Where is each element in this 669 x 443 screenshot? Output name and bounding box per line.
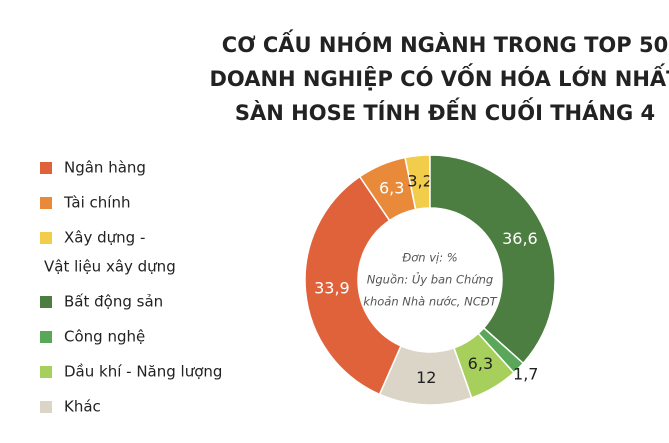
data-label: 12: [416, 368, 436, 387]
legend-label: Dầu khí - Năng lượng: [64, 363, 222, 381]
legend-label: Tài chính: [63, 194, 130, 212]
legend-swatch: [40, 296, 52, 308]
data-label: 36,6: [502, 229, 538, 248]
data-label: 3,2: [407, 171, 432, 190]
legend-label: Bất động sản: [64, 293, 163, 311]
center-note: khoản Nhà nước, NCĐT: [363, 295, 497, 309]
legend-label: Ngân hàng: [64, 159, 146, 177]
legend-swatch: [40, 331, 52, 343]
data-label: 6,3: [379, 179, 404, 198]
donut-slice: [429, 154, 556, 365]
legend-swatch: [40, 162, 52, 174]
legend-label: Khác: [64, 398, 101, 416]
center-note: Nguồn: Ủy ban Chứng: [367, 271, 493, 287]
center-note: Đơn vị: %: [402, 251, 457, 265]
data-label: 1,7: [513, 365, 538, 384]
donut-slice: [378, 344, 473, 406]
legend-label: Xây dựng -: [64, 229, 145, 247]
legend-swatch: [40, 366, 52, 378]
chart-title: SÀN HOSE TÍNH ĐẾN CUỐI THÁNG 4: [235, 97, 655, 125]
legend-swatch: [40, 232, 52, 244]
chart-title: DOANH NGHIỆP CÓ VỐN HÓA LỚN NHẤT: [209, 63, 669, 91]
data-label: 33,9: [314, 278, 350, 297]
legend-label: Vật liệu xây dựng: [44, 258, 176, 276]
legend-swatch: [40, 401, 52, 413]
data-label: 6,3: [468, 354, 493, 373]
legend-swatch: [40, 197, 52, 209]
legend-label: Công nghệ: [64, 328, 145, 346]
donut-slice: [304, 175, 402, 396]
chart-title: CƠ CẤU NHÓM NGÀNH TRONG TOP 50: [222, 29, 668, 57]
